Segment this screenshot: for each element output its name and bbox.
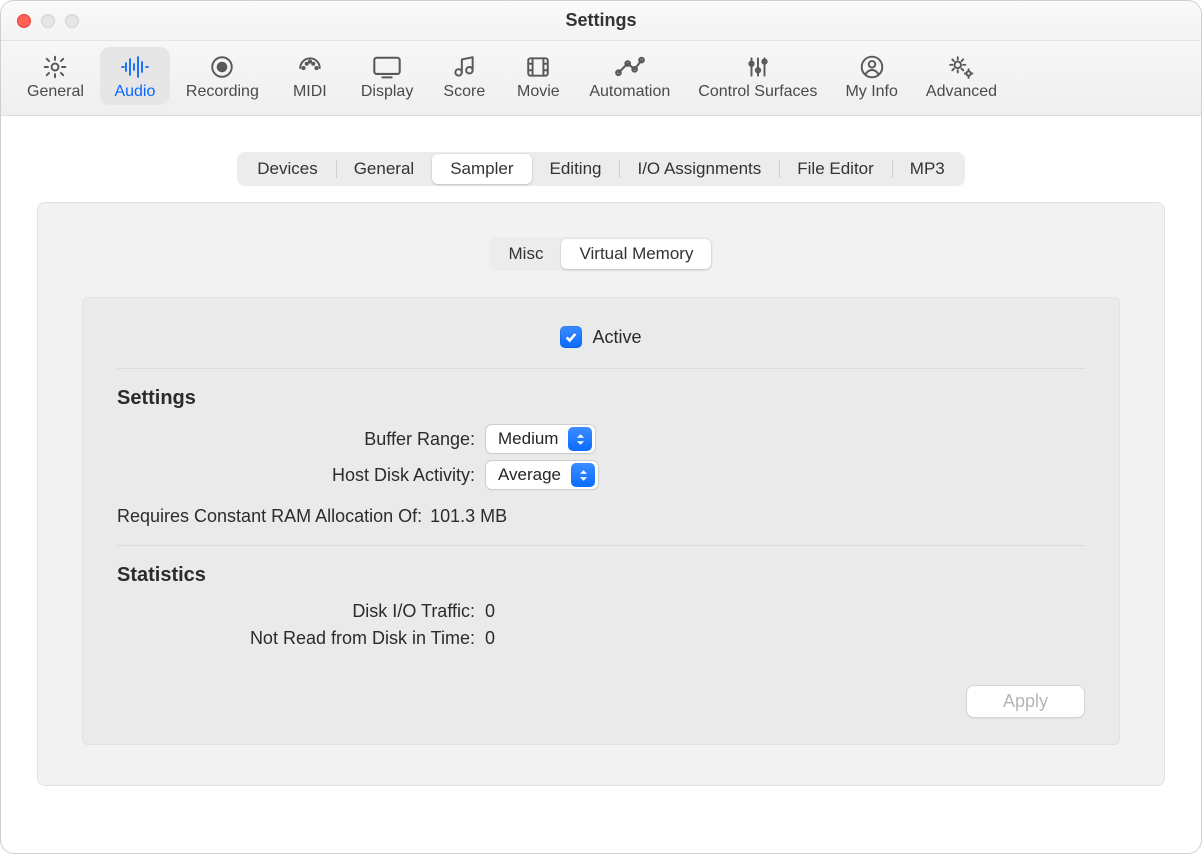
tab-label: General: [27, 83, 84, 101]
host-disk-label: Host Disk Activity:: [117, 465, 485, 486]
subtab-editing[interactable]: Editing: [532, 154, 620, 184]
subtab-sampler[interactable]: Sampler: [432, 154, 531, 184]
tab-display[interactable]: Display: [349, 47, 425, 105]
host-disk-value: Average: [498, 465, 561, 485]
display-icon: [370, 53, 404, 81]
subtab-devices[interactable]: Devices: [239, 154, 335, 184]
separator: [117, 545, 1085, 546]
subtab-io-assignments[interactable]: I/O Assignments: [619, 154, 779, 184]
tab-control-surfaces[interactable]: Control Surfaces: [686, 47, 829, 105]
settings-window: Settings General Audio Recording MIDI Di…: [0, 0, 1202, 854]
separator: [117, 368, 1085, 369]
innertab-virtual-memory[interactable]: Virtual Memory: [561, 239, 711, 269]
tab-recording[interactable]: Recording: [174, 47, 271, 105]
tab-label: Recording: [186, 83, 259, 101]
tab-movie[interactable]: Movie: [503, 47, 573, 105]
tab-midi[interactable]: MIDI: [275, 47, 345, 105]
prefs-toolbar: General Audio Recording MIDI Display Sco…: [1, 41, 1201, 116]
audio-subtabs: Devices General Sampler Editing I/O Assi…: [37, 152, 1165, 186]
tab-automation[interactable]: Automation: [577, 47, 682, 105]
sampler-panel: Misc Virtual Memory Active Settings Buff…: [37, 202, 1165, 786]
host-disk-select[interactable]: Average: [485, 460, 599, 490]
tab-label: Advanced: [926, 83, 997, 101]
tab-label: My Info: [845, 83, 897, 101]
apply-button[interactable]: Apply: [966, 685, 1085, 718]
subtab-file-editor[interactable]: File Editor: [779, 154, 892, 184]
buffer-range-value: Medium: [498, 429, 558, 449]
buffer-range-select[interactable]: Medium: [485, 424, 596, 454]
not-read-label: Not Read from Disk in Time:: [117, 628, 485, 649]
tab-general[interactable]: General: [15, 47, 96, 105]
ram-value: 101.3 MB: [430, 506, 507, 527]
not-read-value: 0: [485, 628, 495, 649]
tab-score[interactable]: Score: [429, 47, 499, 105]
sliders-icon: [741, 53, 775, 81]
buffer-range-label: Buffer Range:: [117, 429, 485, 450]
tab-label: Display: [361, 83, 413, 101]
tab-my-info[interactable]: My Info: [833, 47, 909, 105]
score-icon: [447, 53, 481, 81]
person-icon: [855, 53, 889, 81]
tab-label: Control Surfaces: [698, 83, 817, 101]
record-icon: [205, 53, 239, 81]
movie-icon: [521, 53, 555, 81]
ram-label: Requires Constant RAM Allocation Of:: [117, 506, 430, 527]
innertab-misc[interactable]: Misc: [491, 239, 562, 269]
gear-icon: [38, 53, 72, 81]
stepper-icon: [568, 427, 592, 451]
body: Devices General Sampler Editing I/O Assi…: [1, 116, 1201, 816]
automation-icon: [613, 53, 647, 81]
disk-io-label: Disk I/O Traffic:: [117, 601, 485, 622]
gears-icon: [944, 53, 978, 81]
tab-label: Movie: [517, 83, 560, 101]
window-title: Settings: [1, 10, 1201, 31]
tab-audio[interactable]: Audio: [100, 47, 170, 105]
midi-icon: [293, 53, 327, 81]
tab-label: MIDI: [293, 83, 327, 101]
active-label: Active: [592, 327, 641, 348]
subtab-general[interactable]: General: [336, 154, 432, 184]
virtual-memory-box: Active Settings Buffer Range: Medium: [82, 297, 1120, 745]
titlebar: Settings: [1, 1, 1201, 41]
tab-advanced[interactable]: Advanced: [914, 47, 1009, 105]
subtab-mp3[interactable]: MP3: [892, 154, 963, 184]
waveform-icon: [118, 53, 152, 81]
tab-label: Audio: [114, 83, 155, 101]
active-checkbox[interactable]: [560, 326, 582, 348]
stepper-icon: [571, 463, 595, 487]
settings-heading: Settings: [117, 387, 1085, 410]
tab-label: Score: [443, 83, 485, 101]
tab-label: Automation: [589, 83, 670, 101]
statistics-heading: Statistics: [117, 564, 1085, 587]
disk-io-value: 0: [485, 601, 495, 622]
